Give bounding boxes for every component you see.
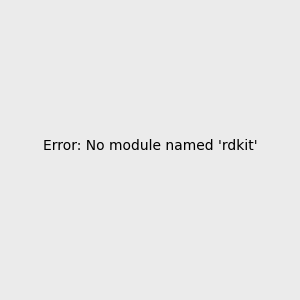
Text: Error: No module named 'rdkit': Error: No module named 'rdkit' <box>43 139 257 153</box>
